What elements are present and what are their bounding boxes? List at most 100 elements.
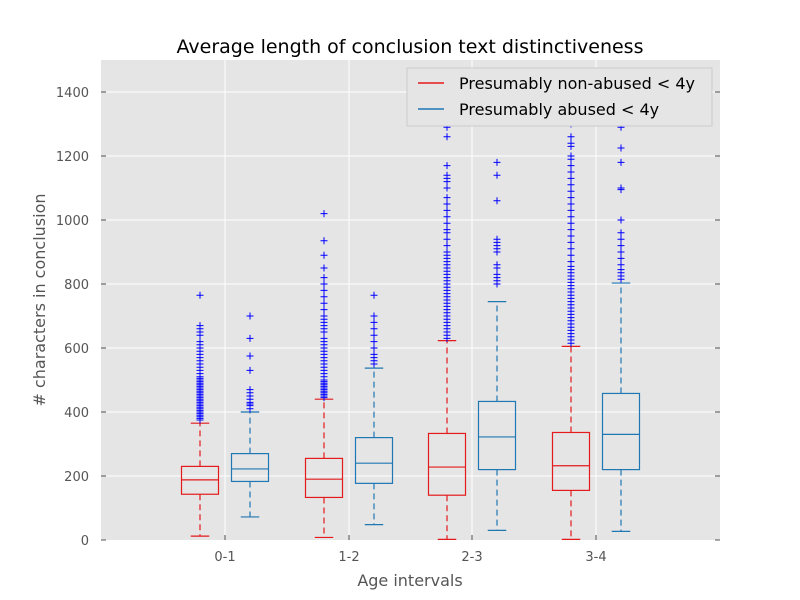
outlier-point — [567, 139, 575, 147]
outlier-point — [370, 325, 378, 333]
y-tick-label: 1000 — [56, 214, 89, 229]
outlier-point — [246, 352, 254, 360]
outlier-point — [370, 318, 378, 326]
y-tick-label: 200 — [64, 470, 89, 485]
outlier-point — [567, 200, 575, 208]
chart-title: Average length of conclusion text distin… — [177, 36, 644, 58]
outlier-point — [443, 194, 451, 202]
outlier-point — [493, 270, 501, 278]
iqr-box — [427, 432, 467, 496]
outlier-point — [443, 171, 451, 179]
outlier-point — [567, 174, 575, 182]
outlier-point — [493, 261, 501, 269]
y-tick-label: 800 — [64, 278, 89, 293]
outlier-point — [443, 248, 451, 256]
legend: Presumably non-abused < 4y Presumably ab… — [406, 67, 713, 127]
outlier-point — [617, 184, 625, 192]
outlier-point — [443, 219, 451, 227]
outlier-point — [320, 280, 328, 288]
box-0-1 — [304, 210, 344, 539]
outlier-point — [567, 213, 575, 221]
outlier-point — [443, 213, 451, 221]
outlier-point — [370, 350, 378, 358]
outlier-point — [370, 331, 378, 339]
outlier-point — [443, 235, 451, 243]
y-tick-label: 400 — [64, 406, 89, 421]
outlier-point — [617, 235, 625, 243]
box-1-1 — [354, 291, 394, 526]
outlier-point — [320, 251, 328, 259]
outlier-point — [443, 133, 451, 141]
outlier-point — [617, 158, 625, 166]
outlier-point — [567, 258, 575, 266]
outlier-point — [567, 245, 575, 253]
outlier-point — [196, 338, 204, 346]
outlier-point — [320, 237, 328, 245]
outlier-point — [567, 232, 575, 240]
outlier-point — [320, 334, 328, 342]
outlier-point — [617, 254, 625, 262]
outlier-point — [567, 206, 575, 214]
outlier-point — [493, 197, 501, 205]
outlier-point — [320, 306, 328, 314]
box-1-2 — [477, 158, 517, 532]
legend-box — [406, 67, 713, 127]
outlier-point — [567, 251, 575, 259]
outlier-point — [567, 194, 575, 202]
outlier-point — [246, 312, 254, 320]
outlier-point — [246, 386, 254, 394]
x-axis-label: Age intervals — [357, 571, 462, 590]
outlier-point — [320, 299, 328, 307]
outlier-point — [320, 286, 328, 294]
iqr-box — [304, 457, 344, 499]
outlier-point — [567, 219, 575, 227]
outlier-point — [617, 248, 625, 256]
box-1-3 — [601, 123, 641, 532]
iqr-box — [230, 453, 270, 483]
outlier-point — [617, 144, 625, 152]
outlier-point — [443, 242, 451, 250]
outlier-point — [246, 366, 254, 374]
outlier-point — [443, 226, 451, 234]
y-axis-label: # characters in conclusion — [30, 193, 49, 406]
iqr-box — [601, 392, 641, 471]
x-tick-label: 1-2 — [338, 550, 359, 565]
outlier-point — [196, 291, 204, 299]
outlier-point — [617, 242, 625, 250]
outlier-point — [567, 226, 575, 234]
boxes — [180, 120, 641, 540]
iqr-box — [354, 437, 394, 484]
legend-label-non-abused: Presumably non-abused < 4y — [459, 74, 695, 93]
box-0-3 — [551, 120, 591, 540]
outlier-point — [567, 181, 575, 189]
x-tick-label: 2-3 — [461, 550, 482, 565]
x-tick-label: 0-1 — [214, 550, 235, 565]
y-tick-label: 1400 — [56, 86, 89, 101]
box-0-0 — [180, 291, 220, 537]
y-tick-label: 600 — [64, 342, 89, 357]
outlier-point — [617, 216, 625, 224]
outlier-point — [567, 133, 575, 141]
outlier-point — [320, 210, 328, 218]
outlier-point — [320, 293, 328, 301]
x-axis: 0-1 1-2 2-3 3-4 — [214, 535, 607, 565]
box-1-0 — [230, 312, 270, 518]
y-tick-label: 0 — [81, 534, 89, 549]
outlier-point — [443, 184, 451, 192]
outlier-point — [196, 322, 204, 330]
outlier-point — [443, 206, 451, 214]
outlier-point — [320, 312, 328, 320]
outlier-point — [493, 158, 501, 166]
outlier-point — [493, 235, 501, 243]
grid — [101, 60, 720, 540]
x-tick-label: 3-4 — [585, 550, 606, 565]
outlier-point — [567, 168, 575, 176]
outlier-point — [567, 152, 575, 160]
outlier-point — [320, 264, 328, 272]
outlier-point — [246, 334, 254, 342]
iqr-box — [551, 431, 591, 492]
outlier-point — [320, 274, 328, 282]
outlier-point — [493, 171, 501, 179]
outlier-point — [370, 344, 378, 352]
